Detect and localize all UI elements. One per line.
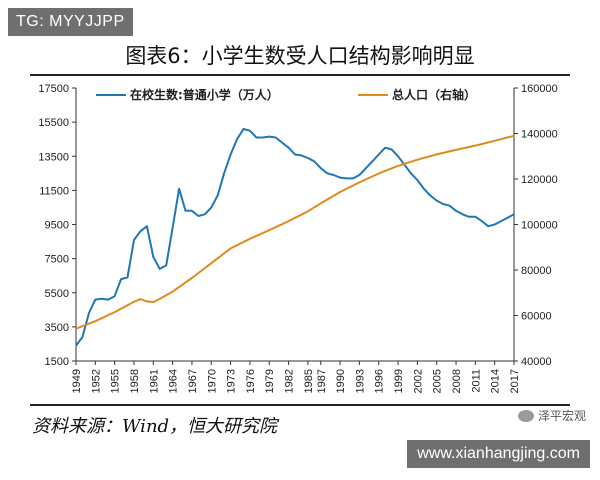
- left-tick-label: 1500: [45, 356, 69, 368]
- line-chart: 1500 3500 5500 7500 9500 11500 13500 15500 17500…: [0, 76, 600, 404]
- x-tick-label: 1982: [284, 369, 296, 393]
- right-tick-label: 120000: [521, 174, 558, 186]
- right-tick-label: 80000: [521, 265, 552, 277]
- x-tick-label: 2008: [451, 369, 463, 393]
- left-tick-label: 11500: [39, 185, 69, 197]
- left-tick-label: 15500: [38, 117, 69, 129]
- x-tick-label: 1985: [303, 369, 315, 393]
- x-tick-label: 1964: [168, 369, 180, 393]
- x-tick-label: 1970: [206, 369, 218, 393]
- left-tick-label: 9500: [45, 220, 69, 232]
- students-series-line: [76, 129, 514, 346]
- source-note: 资料来源：Wind，恒大研究院: [32, 412, 277, 438]
- x-tick-label: 2002: [412, 369, 424, 393]
- x-tick-label: 2005: [432, 369, 444, 393]
- legend-label-population: 总人口（右轴）: [392, 87, 476, 102]
- bottom-divider: [30, 404, 570, 406]
- chart-title: 图表6：小学生数受人口结构影响明显: [0, 40, 600, 70]
- left-tick-label: 5500: [45, 288, 69, 300]
- left-tick-label: 17500: [38, 83, 69, 95]
- x-tick-label: 1967: [187, 369, 199, 393]
- right-tick-label: 140000: [521, 129, 558, 141]
- channel-tag: TG: MYYJJPP: [8, 8, 133, 36]
- x-tick-label: 1996: [374, 369, 386, 393]
- x-tick-label: 1993: [354, 369, 366, 393]
- right-tick-label: 60000: [521, 311, 552, 323]
- x-tick-label: 1976: [245, 369, 257, 393]
- x-tick-label: 1955: [110, 369, 122, 393]
- legend-label-students: 在校生数:普通小学（万人）: [130, 87, 279, 102]
- x-tick-label: 1990: [335, 369, 347, 393]
- x-tick-label: 1999: [393, 369, 405, 393]
- wechat-badge: 泽平宏观: [518, 407, 586, 424]
- population-series-line: [76, 136, 514, 329]
- x-tick-label: 1961: [148, 369, 160, 393]
- x-tick-label: 1949: [71, 369, 83, 393]
- x-tick-label: 1987: [316, 369, 328, 393]
- right-tick-label: 40000: [521, 356, 552, 368]
- wechat-label: 泽平宏观: [538, 407, 586, 424]
- x-tick-label: 2014: [490, 369, 502, 393]
- wechat-icon: [518, 410, 534, 422]
- x-tick-label: 1979: [264, 369, 276, 393]
- left-tick-label: 3500: [45, 322, 69, 334]
- x-tick-label: 1973: [226, 369, 238, 393]
- x-tick-label: 1952: [90, 369, 102, 393]
- right-tick-label: 100000: [521, 220, 558, 232]
- left-tick-label: 7500: [45, 254, 69, 266]
- x-tick-label: 2011: [470, 369, 482, 393]
- left-tick-label: 13500: [38, 151, 69, 163]
- x-tick-label: 1958: [129, 369, 141, 393]
- site-watermark: www.xianhangjing.com: [407, 440, 590, 468]
- x-tick-label: 2017: [509, 369, 521, 393]
- right-tick-label: 160000: [521, 83, 558, 95]
